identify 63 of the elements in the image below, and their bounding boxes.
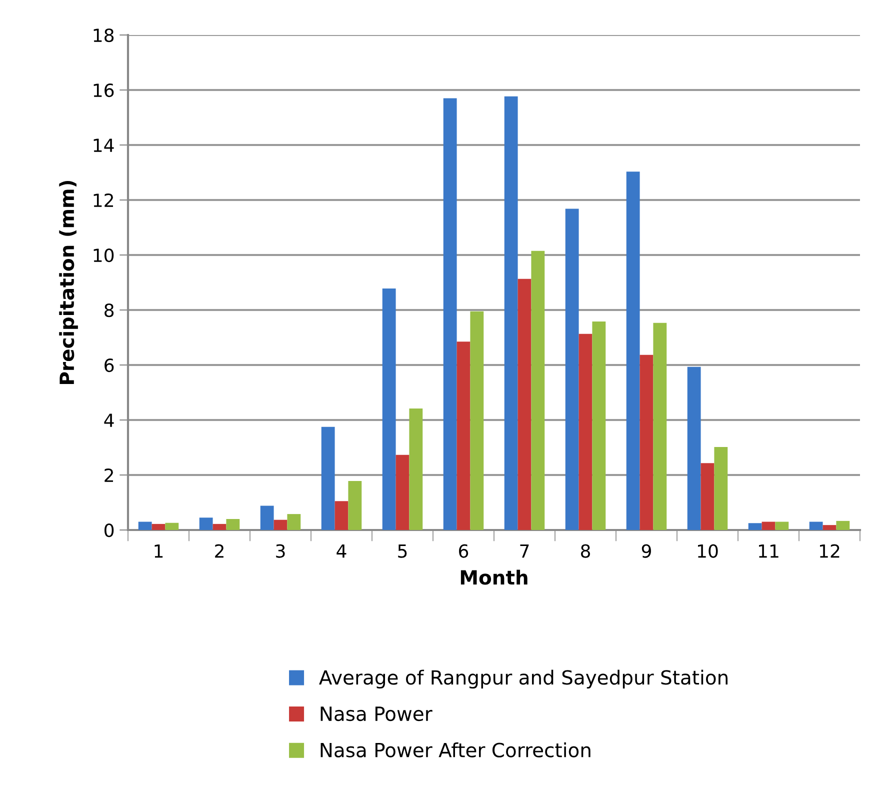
bar xyxy=(653,322,667,530)
bar xyxy=(775,522,789,530)
bar xyxy=(152,524,166,530)
x-tick-label: 3 xyxy=(276,544,285,558)
bar xyxy=(565,208,579,530)
x-axis-title: Month xyxy=(460,570,528,585)
bar xyxy=(626,172,640,530)
bar xyxy=(762,522,776,530)
y-tick-label: 0 xyxy=(104,523,114,538)
x-tick-label: 9 xyxy=(642,544,651,558)
bar xyxy=(226,519,240,530)
bar xyxy=(165,522,179,530)
bar xyxy=(748,523,762,530)
y-tick-label: 12 xyxy=(94,193,113,207)
y-tick-label: 2 xyxy=(104,468,113,482)
bar xyxy=(836,520,850,530)
bar xyxy=(334,501,348,530)
bar xyxy=(443,98,457,530)
bar xyxy=(518,278,532,530)
x-tick-label: 12 xyxy=(820,544,840,558)
bar xyxy=(700,463,714,530)
bar xyxy=(531,250,545,530)
bar xyxy=(409,408,423,530)
legend-label: Nasa Power After Correction xyxy=(320,742,590,758)
x-tick-label: 5 xyxy=(398,544,407,558)
bar xyxy=(260,506,274,530)
y-tick-label: 6 xyxy=(104,358,114,372)
y-axis-title: Precipitation (mm) xyxy=(59,180,78,384)
bar xyxy=(396,454,410,530)
bar xyxy=(382,288,396,530)
x-tick-label: 1 xyxy=(154,544,163,558)
bar xyxy=(456,342,470,530)
bar xyxy=(199,518,213,530)
bar xyxy=(504,96,518,530)
bar xyxy=(212,524,226,530)
x-tick-label: 4 xyxy=(336,544,346,558)
bar xyxy=(809,522,823,530)
y-tick-label: 8 xyxy=(104,303,114,318)
bar xyxy=(640,354,654,530)
bar xyxy=(578,334,592,530)
bar xyxy=(321,426,335,530)
bar xyxy=(687,366,701,530)
bar xyxy=(822,525,836,530)
legend-label: Nasa Power xyxy=(320,706,432,722)
bar xyxy=(714,446,728,530)
x-tick-label: 8 xyxy=(580,544,590,558)
y-tick-label: 14 xyxy=(94,138,114,152)
bar xyxy=(274,520,288,530)
legend-label: Average of Rangpur and Sayedpur Station xyxy=(319,670,728,689)
x-tick-label: 11 xyxy=(758,544,778,558)
x-tick-label: 2 xyxy=(215,544,224,558)
y-tick-label: 10 xyxy=(94,248,114,262)
y-tick-label: 18 xyxy=(94,28,114,42)
bar xyxy=(348,481,362,530)
x-tick-label: 6 xyxy=(459,544,468,558)
y-tick-label: 4 xyxy=(104,414,114,427)
y-tick-label: 16 xyxy=(94,83,114,98)
x-tick-label: 7 xyxy=(520,544,529,558)
bar xyxy=(138,522,152,530)
bar xyxy=(592,322,606,530)
bar xyxy=(287,514,301,530)
x-tick-label: 10 xyxy=(698,544,718,558)
bar xyxy=(470,311,484,530)
